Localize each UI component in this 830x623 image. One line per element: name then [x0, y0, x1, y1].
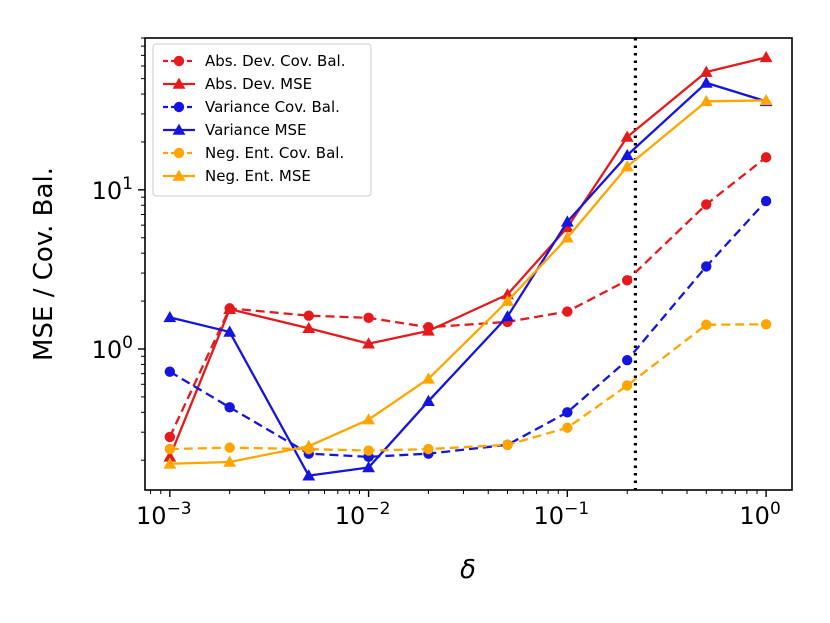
- data-point: [621, 355, 633, 366]
- legend-label: Abs. Dev. Cov. Bal.: [205, 52, 345, 70]
- series-line: [169, 200, 767, 459]
- series-line: [168, 156, 767, 438]
- data-point: [501, 310, 514, 322]
- data-point: [163, 310, 177, 323]
- data-point: [560, 221, 574, 233]
- data-point: [223, 325, 237, 337]
- legend-marker: [173, 147, 185, 159]
- data-point: [223, 455, 237, 467]
- x-tick-label: 10−3: [136, 499, 192, 530]
- data-point: [621, 380, 633, 391]
- y-tick-label: 100: [92, 333, 133, 364]
- legend-label: Variance Cov. Bal.: [205, 98, 340, 116]
- data-point: [302, 439, 316, 452]
- legend-label: Neg. Ent. MSE: [205, 167, 311, 185]
- data-point: [224, 402, 235, 413]
- data-point: [303, 310, 314, 321]
- legend-label: Abs. Dev. MSE: [205, 75, 312, 93]
- data-point: [760, 195, 772, 207]
- data-point: [620, 148, 634, 161]
- data-point: [362, 413, 375, 425]
- y-tick-label: 101: [92, 174, 133, 205]
- legend-marker: [173, 101, 185, 113]
- data-point: [562, 306, 573, 317]
- data-point: [362, 461, 375, 473]
- data-point: [759, 93, 773, 106]
- data-point: [363, 445, 374, 456]
- data-point: [699, 76, 713, 88]
- data-point: [620, 160, 634, 172]
- y-axis-label: MSE / Cov. Bal.: [29, 167, 59, 361]
- data-point: [760, 319, 772, 330]
- data-point: [620, 130, 634, 142]
- data-point: [560, 231, 574, 243]
- data-point: [701, 319, 712, 330]
- data-point: [164, 431, 176, 443]
- series-line: [169, 81, 767, 477]
- data-point: [422, 324, 435, 336]
- series-4: [164, 319, 772, 456]
- x-axis-label: δ: [460, 555, 476, 585]
- data-point: [699, 94, 713, 107]
- series-line: [168, 56, 767, 458]
- data-point: [560, 215, 574, 227]
- data-point: [760, 152, 772, 163]
- data-point: [502, 439, 513, 451]
- plot-frame: [144, 37, 793, 491]
- legend-label: Variance MSE: [205, 121, 307, 139]
- data-point: [701, 261, 712, 272]
- x-tick-label: 10−2: [335, 499, 391, 530]
- x-tick-label: 100: [739, 499, 780, 530]
- data-point: [163, 457, 177, 469]
- legend-marker: [172, 123, 186, 135]
- legend-marker: [173, 55, 185, 67]
- data-point: [163, 450, 177, 462]
- series-5: [163, 93, 773, 469]
- data-point: [699, 65, 713, 77]
- data-point: [164, 443, 176, 455]
- data-point: [759, 50, 773, 63]
- data-point: [501, 294, 514, 306]
- series-1: [163, 50, 773, 462]
- data-point: [363, 312, 374, 324]
- data-point: [302, 469, 316, 481]
- legend-box: [152, 43, 372, 197]
- data-point: [562, 422, 573, 433]
- data-point: [701, 199, 712, 210]
- series-line: [169, 323, 767, 452]
- data-point: [164, 366, 176, 377]
- data-point: [562, 407, 573, 418]
- legend-marker: [172, 169, 186, 181]
- data-point: [423, 443, 434, 455]
- data-point: [422, 372, 435, 384]
- data-point: [224, 442, 235, 453]
- data-point: [302, 321, 316, 334]
- data-point: [362, 337, 375, 349]
- data-point: [621, 275, 633, 286]
- legend-label: Neg. Ent. Cov. Bal.: [205, 144, 344, 162]
- legend: Abs. Dev. Cov. Bal. Abs. Dev. MSE Variance…: [152, 43, 372, 197]
- series-line: [169, 99, 767, 465]
- x-tick-label: 10−1: [534, 499, 590, 530]
- data-point: [422, 394, 435, 406]
- legend-marker: [172, 77, 186, 89]
- data-point: [223, 302, 237, 314]
